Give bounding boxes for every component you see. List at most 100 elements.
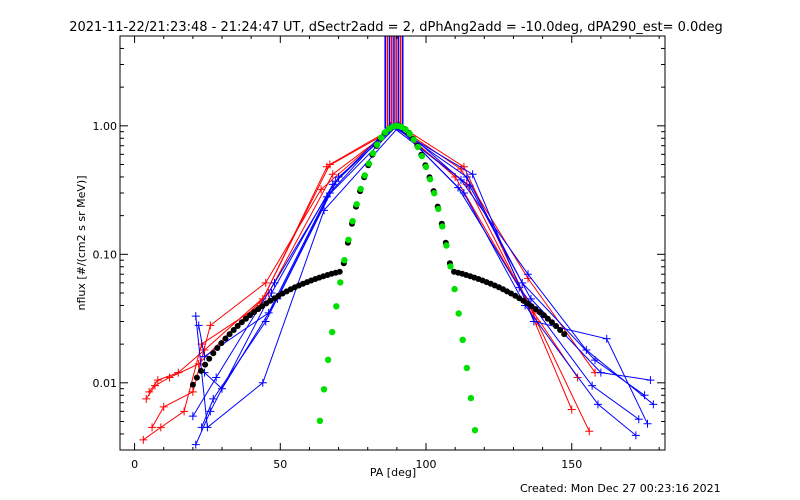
fit-green-dot-1	[320, 386, 328, 393]
fit-green-dot-10	[357, 185, 364, 193]
series-point-5-0	[188, 412, 197, 421]
series-point-1-1	[153, 376, 162, 385]
fit-green-dot-15	[377, 134, 385, 141]
fit-green-dot-9	[353, 201, 360, 208]
series-point-9-3	[334, 172, 343, 181]
fit-black-dot-87	[544, 315, 551, 322]
series-point-3-1	[159, 402, 168, 411]
series-point-0-2	[165, 373, 174, 382]
x-axis-label: PA [deg]	[370, 466, 416, 479]
series-point-2-9	[585, 427, 594, 436]
fit-green-dot-7	[345, 236, 352, 243]
fit-black-dot-14	[247, 312, 253, 319]
series-point-9-8	[631, 431, 640, 440]
chart-title: 2021-11-22/21:23:48 - 21:24:47 UT, dSect…	[69, 20, 723, 35]
series-point-6-7	[588, 381, 597, 390]
fit-green-dot-29	[435, 205, 442, 213]
fit-black-dot-1	[193, 374, 200, 381]
plot-frame	[119, 35, 666, 451]
fit-green-dot-14	[373, 141, 381, 148]
fit-black-dot-8	[222, 335, 229, 342]
series-point-8-1	[209, 394, 218, 403]
series-point-2-5	[322, 162, 331, 171]
y-tick-label-0: 0.01	[93, 377, 118, 390]
series-point-1-0	[145, 387, 154, 396]
series-point-1-2	[174, 368, 183, 377]
fit-green-dot-6	[341, 257, 348, 264]
series-point-9-7	[593, 400, 602, 409]
fit-green-dot-26	[422, 163, 430, 170]
series-point-9-1	[218, 384, 227, 393]
series-point-7-7	[582, 346, 591, 355]
fit-green-dot-37	[467, 394, 475, 402]
fit-black-dot-11	[234, 323, 241, 329]
series-point-7-6	[524, 270, 533, 279]
fit-black-dot-6	[214, 345, 221, 351]
series-point-8-8	[643, 419, 652, 428]
series-point-5-6	[526, 294, 535, 303]
y-tick-label-2: 1.00	[93, 120, 118, 133]
series-point-3-9	[567, 405, 576, 414]
fit-black-dot-7	[218, 340, 225, 347]
series-point-7-2	[258, 378, 267, 387]
fit-layer	[189, 122, 568, 434]
x-tick-label-2: 100	[416, 458, 437, 471]
y-axis-label: nflux [#/(cm2 s sr MeV)]	[75, 176, 88, 311]
fit-green-dot-13	[369, 150, 377, 157]
series-line-9	[204, 125, 637, 436]
series-point-3-3	[206, 321, 215, 330]
series-point-7-8	[649, 400, 658, 409]
series-point-4-5	[462, 172, 471, 181]
fit-green-dot-8	[349, 218, 356, 225]
series-point-2-2	[180, 407, 189, 416]
series-line-7	[195, 125, 654, 429]
fit-green-dot-33	[451, 285, 458, 293]
series-line-8	[201, 125, 648, 428]
fit-green-dot-0	[316, 417, 324, 424]
fit-black-dot-10	[230, 327, 237, 333]
created-timestamp: Created: Mon Dec 27 00:23:16 2021	[520, 482, 721, 495]
fit-green-dot-22	[406, 130, 413, 137]
series-point-3-5	[317, 185, 326, 194]
series-point-7-5	[456, 175, 465, 184]
fit-green-dot-28	[431, 190, 438, 197]
fit-black-dot-4	[206, 355, 213, 362]
fit-green-dot-38	[471, 427, 479, 434]
series-point-8-5	[468, 170, 477, 179]
fit-black-dot-13	[242, 315, 249, 322]
series-point-1-9	[573, 373, 582, 382]
series-point-4-2	[267, 288, 276, 297]
series-line-6	[198, 125, 640, 420]
fit-green-dot-12	[365, 160, 373, 167]
series-point-5-7	[596, 368, 605, 377]
fit-green-dot-4	[333, 303, 340, 310]
fit-green-dot-5	[337, 279, 344, 286]
fit-black-dot-85	[536, 309, 543, 316]
series-point-2-0	[139, 435, 148, 444]
fit-green-dot-34	[455, 310, 462, 317]
fit-black-dot-9	[226, 331, 233, 338]
fit-black-dot-84	[532, 306, 539, 313]
series-point-8-7	[602, 334, 611, 343]
fit-black-dot-3	[202, 361, 209, 368]
series-line-5	[192, 125, 651, 417]
series-point-6-6	[515, 283, 524, 292]
fit-green-dot-35	[459, 336, 466, 343]
x-tick-label-0: 0	[131, 458, 138, 471]
fit-black-dot-91	[561, 331, 568, 338]
x-tick-label-1: 50	[273, 458, 287, 471]
y-tick-label-1: 0.10	[93, 248, 118, 261]
series-point-3-2	[188, 387, 197, 396]
series-point-5-2	[270, 278, 279, 287]
series-line-1	[148, 125, 579, 393]
series-line-3	[151, 125, 573, 428]
fit-green-dot-25	[418, 152, 426, 160]
fit-black-dot-36	[336, 268, 343, 275]
fit-green-dot-21	[402, 126, 409, 133]
fit-green-dot-16	[382, 129, 389, 136]
fit-black-dot-89	[553, 323, 559, 329]
series-point-5-1	[212, 373, 221, 382]
series-point-1-5	[328, 170, 337, 179]
fit-black-dot-90	[557, 327, 564, 333]
